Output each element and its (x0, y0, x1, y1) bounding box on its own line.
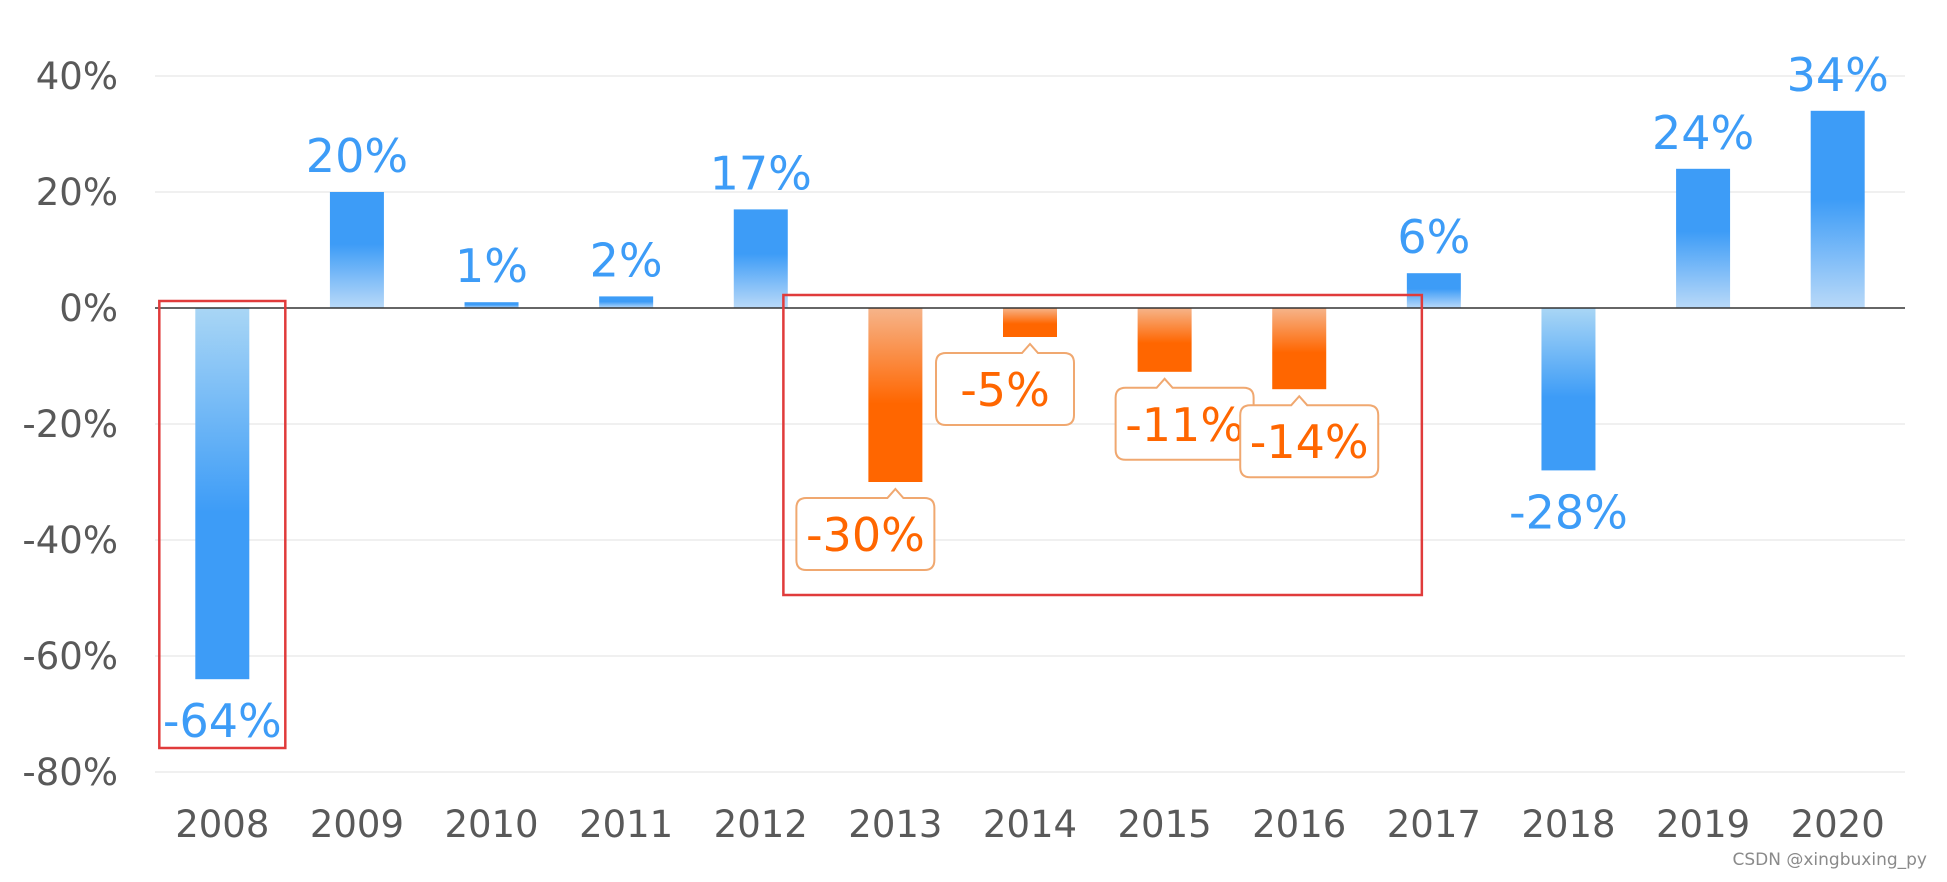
y-axis-tick-labels: 40% 20% 0% -20% -40% -60% -80% (22, 55, 118, 794)
bar-2018 (1541, 308, 1596, 471)
x-tick-label: 2011 (579, 803, 673, 846)
highlight-boxes (158, 293, 1424, 750)
x-tick-label: 2015 (1118, 803, 1212, 846)
bar-2017 (1406, 273, 1461, 308)
bar-2015 (1137, 308, 1192, 372)
x-tick-label: 2009 (310, 803, 404, 846)
callout-bubble (795, 487, 936, 571)
y-tick-label: -60% (22, 635, 118, 678)
callout-bubble (935, 342, 1075, 426)
x-tick-label: 2010 (444, 803, 538, 846)
x-tick-label: 2016 (1252, 803, 1346, 846)
x-axis-tick-labels: 2008 2009 2010 2011 2012 2013 2014 2015 2016 2017… (175, 803, 1885, 846)
bar-2019 (1676, 168, 1731, 308)
data-label-2014: -5% (960, 363, 1050, 417)
data-label-2018: -28% (1509, 485, 1628, 539)
bar-2008 (195, 308, 250, 680)
bar-2010 (464, 302, 519, 308)
data-labels: -64% 20% 1% 2% 17% -30% -5% -11% -14% 6% -28% 24% 34… (163, 48, 1889, 748)
y-tick-label: -40% (22, 519, 118, 562)
y-tick-label: 40% (36, 55, 118, 98)
y-tick-label: 0% (59, 287, 118, 330)
data-label-2011: 2% (590, 233, 663, 287)
x-tick-label: 2018 (1521, 803, 1615, 846)
bar-2014 (1003, 308, 1057, 337)
x-tick-label: 2012 (714, 803, 808, 846)
callout-bubble (1239, 394, 1380, 479)
x-tick-label: 2013 (848, 803, 942, 846)
highlight-box (158, 299, 287, 750)
bar-2013 (868, 308, 923, 482)
bar-2016 (1272, 308, 1327, 390)
data-label-2019: 24% (1652, 106, 1754, 160)
x-tick-label: 2008 (175, 803, 269, 846)
x-tick-label: 2019 (1656, 803, 1750, 846)
data-label-2020: 34% (1787, 48, 1889, 102)
data-label-2017: 6% (1397, 210, 1470, 264)
data-label-2010: 1% (455, 239, 528, 293)
bar-2020 (1810, 110, 1865, 308)
bar-2012 (733, 209, 788, 308)
data-label-2013: -30% (806, 508, 925, 562)
x-tick-label: 2020 (1791, 803, 1885, 846)
y-tick-label: -20% (22, 403, 118, 446)
bar-2011 (599, 296, 654, 308)
data-label-2015: -11% (1125, 398, 1244, 452)
data-label-2012: 17% (710, 146, 812, 200)
y-tick-label: -80% (22, 751, 118, 794)
x-tick-label: 2017 (1387, 803, 1481, 846)
data-label-2016: -14% (1250, 415, 1369, 469)
highlight-box (782, 293, 1424, 597)
x-tick-label: 2014 (983, 803, 1077, 846)
bars (195, 110, 1865, 680)
bar-2009 (329, 192, 384, 308)
y-tick-label: 20% (36, 171, 118, 214)
data-label-2009: 20% (306, 129, 408, 183)
data-label-2008: -64% (163, 694, 282, 748)
watermark: CSDN @xingbuxing_py (1732, 850, 1928, 870)
